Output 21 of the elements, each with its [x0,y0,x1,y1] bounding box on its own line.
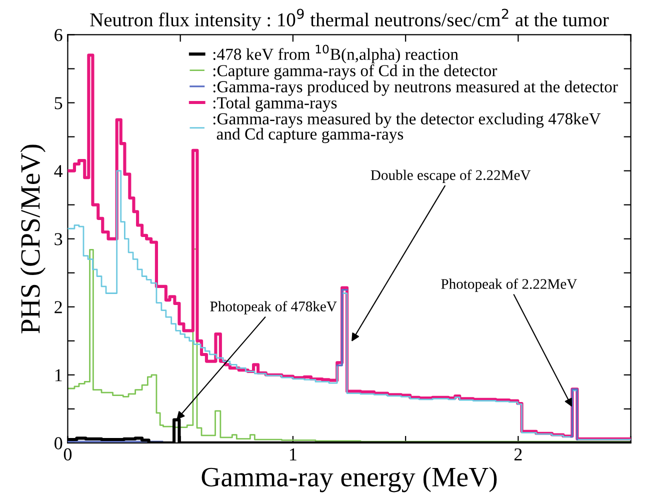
y-axis-title: PHS (CPS/MeV) [20,144,46,334]
legend-label: :Total gamma-rays [213,96,337,112]
legend-label: :Capture gamma-rays of Cd in the detector [213,64,498,80]
y-tick-label: 3 [54,233,62,246]
y-tick-label: 6 [54,29,62,42]
y-tick-label: 2 [54,301,62,314]
x-axis-title: Gamma-ray energy (MeV) [202,466,497,492]
y-tick-label: 0 [54,437,62,450]
x-tick-label: 1 [290,448,296,460]
x-tick-label: 2 [514,448,522,460]
annotation: Photopeak of 478keV [210,300,337,314]
x-tick-label: 0 [64,448,72,460]
y-tick-label: 1 [55,369,62,382]
y-tick-label: 4 [54,165,63,178]
chart-title: Neutron flux intensity : 10$^{9}$ thermal neutrons/sec/cm$^{2}$ at the tumor [90,8,609,30]
legend-label: :478 keV from $^{10}$B(n,alpha) reaction [213,44,458,64]
y-tick-label: 5 [54,97,62,110]
annotation: Photopeak of 2.22MeV [441,278,578,292]
annotation: Double escape of 2.22MeV [370,170,531,184]
legend-label: :Gamma-rays produced by neutrons measured at the detector [213,80,618,96]
legend-label: :Gamma-rays measured by the detector excluding 478keV and Cd capture gamma-rays [213,112,601,144]
